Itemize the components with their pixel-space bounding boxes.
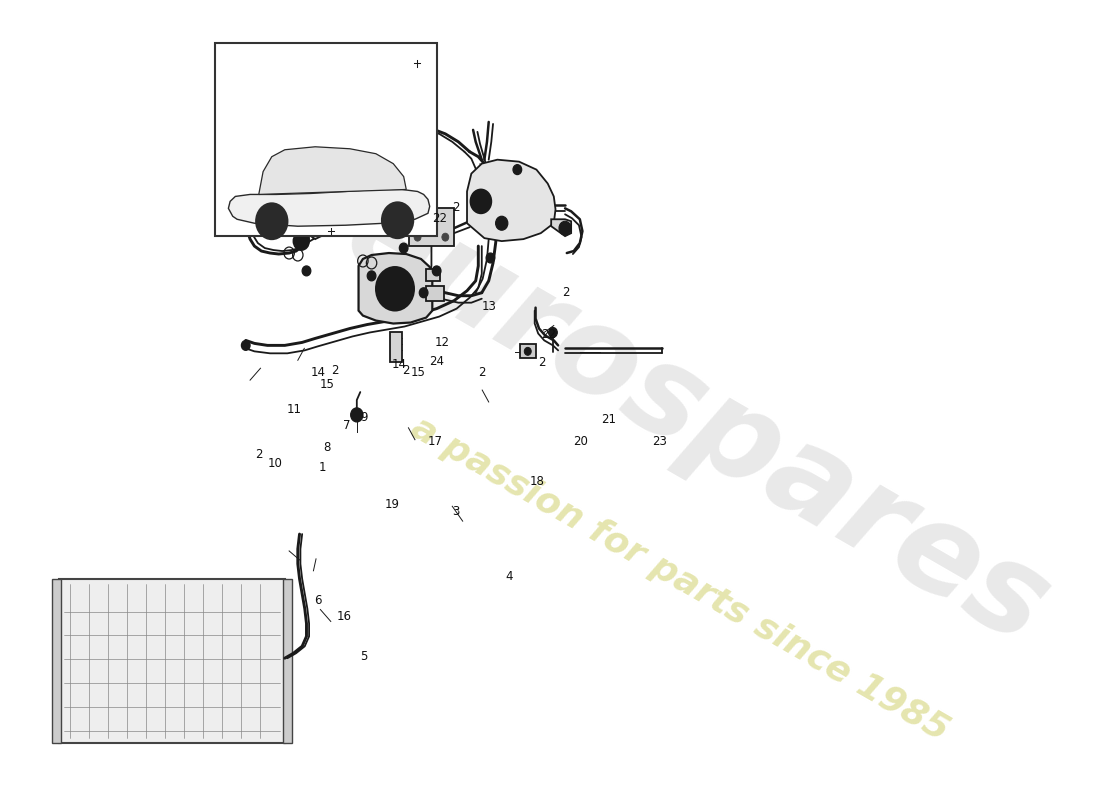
- Circle shape: [471, 190, 492, 214]
- Text: 12: 12: [434, 336, 450, 350]
- Text: 2: 2: [538, 356, 546, 369]
- Bar: [520, 344, 536, 358]
- Polygon shape: [551, 219, 571, 236]
- Text: 2: 2: [562, 286, 570, 299]
- Bar: [216, 42, 437, 236]
- Text: 15: 15: [320, 378, 334, 390]
- Circle shape: [298, 237, 305, 245]
- Text: 21: 21: [602, 414, 616, 426]
- Circle shape: [256, 203, 287, 239]
- Text: 1: 1: [319, 461, 327, 474]
- Circle shape: [309, 199, 313, 204]
- Bar: [283, 578, 292, 742]
- Circle shape: [310, 125, 317, 133]
- Text: eurospares: eurospares: [324, 170, 1069, 670]
- Circle shape: [265, 214, 278, 229]
- Text: 2: 2: [402, 364, 409, 377]
- Polygon shape: [233, 203, 250, 224]
- Text: 17: 17: [428, 435, 442, 448]
- Text: 9: 9: [360, 411, 367, 424]
- Text: 2: 2: [478, 366, 486, 378]
- Text: 5: 5: [360, 650, 367, 663]
- Circle shape: [412, 58, 421, 68]
- Text: 3: 3: [452, 505, 460, 518]
- Text: 15: 15: [410, 366, 426, 378]
- Circle shape: [367, 271, 376, 281]
- Text: 2: 2: [452, 202, 460, 214]
- Circle shape: [382, 202, 414, 238]
- Text: 2: 2: [331, 364, 339, 377]
- Text: 22: 22: [432, 212, 448, 226]
- Circle shape: [414, 233, 421, 241]
- Text: 8: 8: [323, 441, 331, 454]
- Polygon shape: [359, 253, 432, 323]
- Polygon shape: [311, 223, 321, 239]
- Circle shape: [302, 266, 311, 276]
- Bar: [409, 208, 454, 246]
- Circle shape: [549, 327, 558, 338]
- Bar: [307, 166, 319, 187]
- Circle shape: [513, 165, 521, 174]
- Circle shape: [389, 283, 400, 294]
- Bar: [389, 333, 402, 362]
- Circle shape: [486, 253, 495, 263]
- Text: 16: 16: [337, 610, 352, 622]
- Bar: [52, 578, 60, 742]
- Circle shape: [475, 195, 486, 207]
- Text: a passion for parts since 1985: a passion for parts since 1985: [405, 410, 955, 747]
- Text: 11: 11: [286, 403, 301, 416]
- Text: 24: 24: [430, 355, 444, 368]
- Bar: [426, 269, 440, 281]
- Text: 13: 13: [482, 300, 497, 313]
- Circle shape: [294, 232, 309, 250]
- Circle shape: [399, 243, 408, 253]
- Polygon shape: [468, 160, 556, 241]
- Circle shape: [327, 226, 336, 236]
- Bar: [59, 578, 285, 742]
- Text: 6: 6: [314, 594, 321, 606]
- Text: 23: 23: [652, 435, 667, 448]
- Circle shape: [496, 216, 508, 230]
- Text: 20: 20: [573, 435, 587, 448]
- Circle shape: [376, 267, 414, 310]
- Text: 2: 2: [255, 447, 262, 461]
- Text: 10: 10: [267, 457, 283, 470]
- Circle shape: [383, 275, 407, 302]
- Circle shape: [351, 408, 363, 422]
- Polygon shape: [305, 120, 320, 138]
- Text: 18: 18: [530, 474, 544, 487]
- Polygon shape: [258, 146, 406, 194]
- Bar: [426, 286, 443, 301]
- Circle shape: [432, 266, 441, 276]
- Text: 14: 14: [310, 366, 326, 378]
- Text: 7: 7: [342, 419, 350, 432]
- Circle shape: [559, 222, 571, 235]
- Text: 22: 22: [541, 328, 557, 342]
- Text: 19: 19: [385, 498, 399, 511]
- Circle shape: [525, 347, 531, 355]
- Circle shape: [442, 233, 449, 241]
- Circle shape: [419, 288, 428, 298]
- Circle shape: [390, 212, 405, 228]
- Circle shape: [307, 197, 316, 206]
- Text: 14: 14: [392, 358, 406, 370]
- Circle shape: [354, 412, 360, 418]
- Polygon shape: [229, 190, 430, 226]
- Circle shape: [241, 341, 250, 350]
- Text: 4: 4: [505, 570, 513, 583]
